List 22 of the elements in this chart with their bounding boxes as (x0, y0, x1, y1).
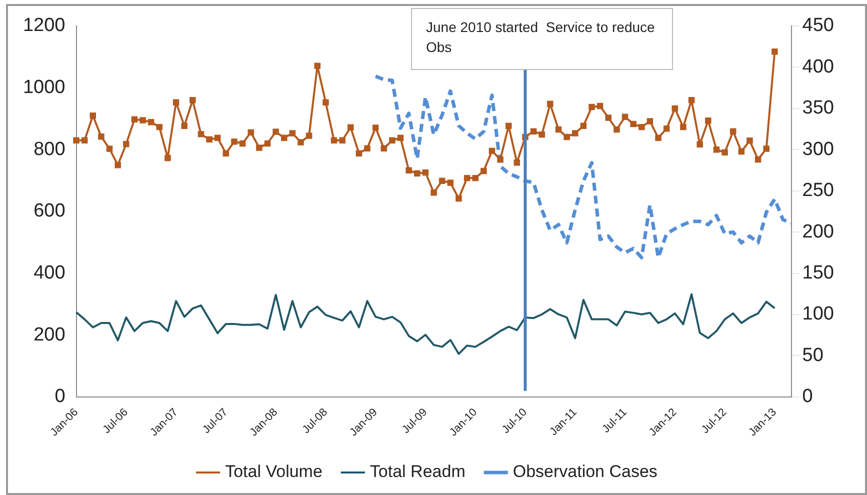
y2-tick-label: 250 (802, 180, 834, 202)
y2-tick-label: 200 (802, 221, 834, 242)
y-tick-label: 600 (34, 200, 66, 222)
y2-tick-label: 150 (802, 262, 834, 284)
y2-tick-label: 450 (802, 15, 834, 36)
y-tick-label: 800 (34, 138, 66, 160)
y2-tick-label: 300 (802, 138, 834, 160)
y-tick-label: 0 (54, 386, 66, 408)
text-box: June 2010 started Service to reduce Obs (411, 8, 673, 70)
y2-tick-label: 0 (802, 386, 813, 408)
y-tick-label: 400 (34, 262, 66, 284)
legend-label: Total Readm (370, 462, 466, 482)
y-tick-label: 1200 (22, 15, 66, 36)
legend-label: Total Volume (225, 462, 322, 482)
legend-label: Observation Cases (512, 462, 658, 482)
y-tick-label: 200 (34, 324, 66, 346)
y2-tick-label: 100 (802, 304, 834, 325)
y2-tick-label: 350 (802, 98, 834, 119)
y2-tick-label: 50 (802, 344, 824, 366)
y2-tick-label: 400 (802, 56, 834, 78)
y-tick-label: 1000 (22, 77, 66, 98)
line-series (374, 74, 794, 260)
